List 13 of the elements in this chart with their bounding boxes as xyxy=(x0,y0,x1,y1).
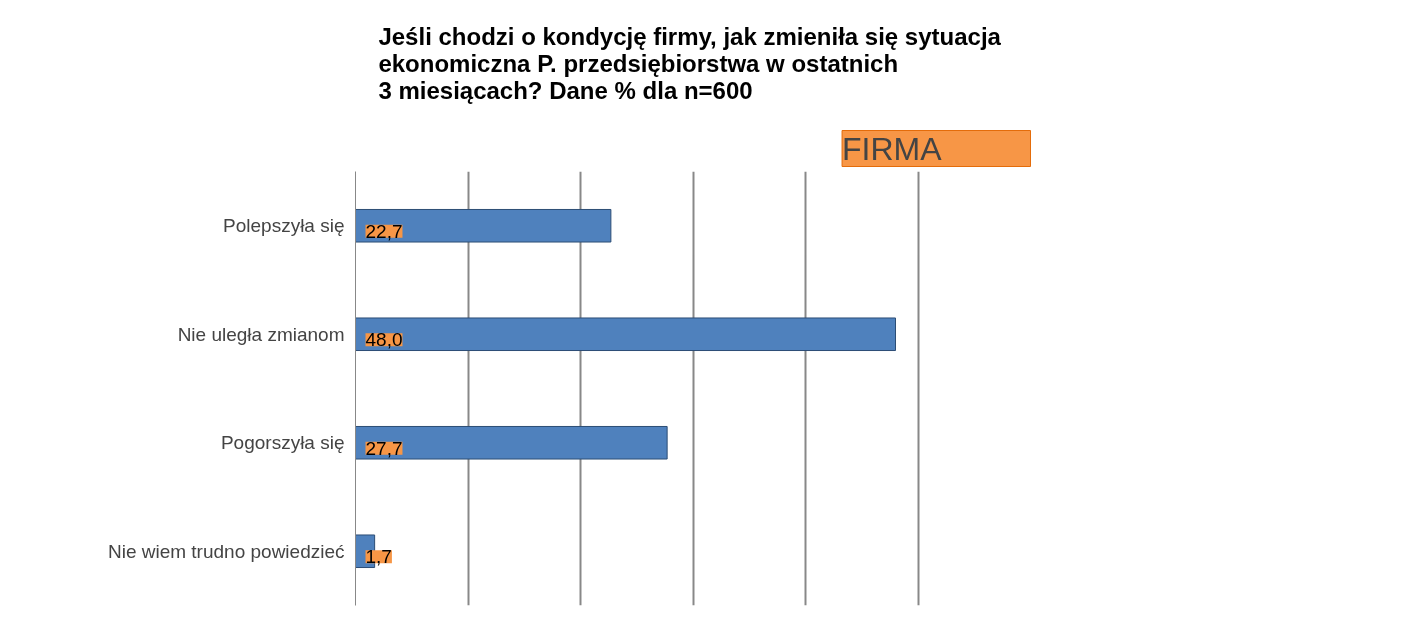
data-label: 48,0 xyxy=(365,329,403,351)
bar xyxy=(355,208,612,243)
data-label: 27,7 xyxy=(365,437,403,459)
y-tick-label: Polepszyła się xyxy=(223,215,345,237)
data-label: 22,7 xyxy=(365,220,403,242)
bar xyxy=(355,425,668,460)
text: FIRMA xyxy=(842,130,943,167)
bar xyxy=(355,317,896,352)
y-tick-label: Pogorszyła się xyxy=(220,432,345,454)
data-label: 1,7 xyxy=(365,546,392,568)
chart-title: Jeśli chodzi o kondycję firmy, jak zmieniła się sytuacja ekonomiczna P. przedsiębiorstwa w ostatnich 3 miesiącach? Dane % dla n=600 xyxy=(378,22,1002,104)
y-tick-label: Nie uległa zmianom xyxy=(177,323,345,345)
y-tick-label: Nie wiem trudno powiedzieć xyxy=(107,540,345,562)
